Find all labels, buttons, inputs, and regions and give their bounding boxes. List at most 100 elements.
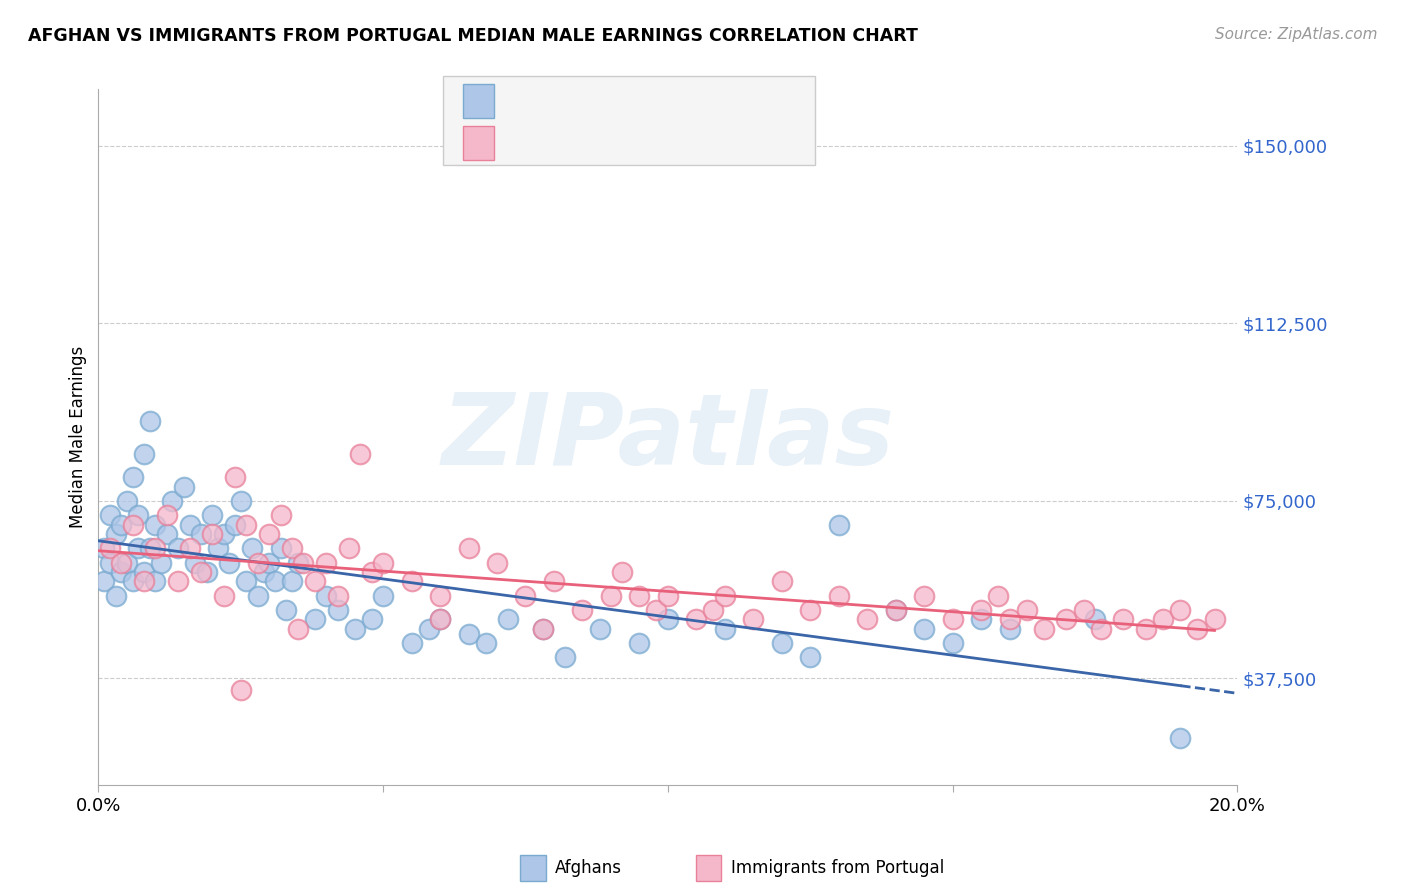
Point bbox=[270, 508, 292, 523]
Text: Source: ZipAtlas.com: Source: ZipAtlas.com bbox=[1215, 27, 1378, 42]
Point bbox=[132, 574, 155, 589]
Point bbox=[486, 556, 509, 570]
Point bbox=[1112, 612, 1135, 626]
Point bbox=[429, 612, 451, 626]
Text: Afghans: Afghans bbox=[555, 859, 623, 877]
Point bbox=[127, 508, 149, 523]
Point bbox=[132, 447, 155, 461]
Point bbox=[799, 650, 821, 665]
Point bbox=[104, 589, 127, 603]
Point bbox=[304, 612, 326, 626]
Point bbox=[987, 589, 1010, 603]
Point bbox=[360, 565, 382, 579]
Point bbox=[657, 589, 679, 603]
Point bbox=[287, 556, 309, 570]
Text: ZIPatlas: ZIPatlas bbox=[441, 389, 894, 485]
Point bbox=[429, 612, 451, 626]
Point bbox=[218, 556, 240, 570]
Point bbox=[104, 527, 127, 541]
Point bbox=[121, 574, 143, 589]
Point bbox=[246, 556, 269, 570]
Point bbox=[121, 470, 143, 484]
Y-axis label: Median Male Earnings: Median Male Earnings bbox=[69, 346, 87, 528]
Point bbox=[145, 541, 167, 556]
Point bbox=[645, 603, 668, 617]
Point bbox=[145, 574, 167, 589]
Text: N =: N = bbox=[613, 134, 665, 152]
Point bbox=[714, 589, 737, 603]
Point bbox=[1073, 603, 1095, 617]
Point bbox=[179, 517, 201, 532]
Point bbox=[799, 603, 821, 617]
Point bbox=[828, 517, 851, 532]
Point bbox=[212, 589, 235, 603]
Point bbox=[588, 622, 610, 636]
Point bbox=[531, 622, 554, 636]
Point bbox=[628, 589, 651, 603]
Point bbox=[828, 589, 851, 603]
Point bbox=[145, 517, 167, 532]
Point bbox=[212, 527, 235, 541]
Point bbox=[418, 622, 440, 636]
Point bbox=[167, 541, 190, 556]
Point bbox=[600, 589, 623, 603]
Point bbox=[190, 565, 212, 579]
Point bbox=[349, 447, 371, 461]
Point bbox=[515, 589, 537, 603]
Point bbox=[259, 556, 281, 570]
Point bbox=[1032, 622, 1054, 636]
Point bbox=[98, 556, 121, 570]
Point bbox=[115, 494, 138, 508]
Point bbox=[173, 480, 195, 494]
Point bbox=[110, 565, 132, 579]
Point bbox=[167, 574, 190, 589]
Point bbox=[264, 574, 287, 589]
Point bbox=[138, 541, 160, 556]
Point bbox=[121, 517, 143, 532]
Point bbox=[190, 527, 212, 541]
Point bbox=[276, 603, 298, 617]
Text: -0.231: -0.231 bbox=[550, 92, 614, 110]
Point bbox=[93, 574, 115, 589]
Point bbox=[685, 612, 707, 626]
Text: R =: R = bbox=[508, 92, 547, 110]
Point bbox=[115, 556, 138, 570]
Point bbox=[1204, 612, 1226, 626]
Point bbox=[195, 565, 218, 579]
Point bbox=[912, 622, 935, 636]
Point bbox=[343, 622, 366, 636]
Point bbox=[98, 508, 121, 523]
Point bbox=[110, 517, 132, 532]
Point bbox=[884, 603, 907, 617]
Point bbox=[360, 612, 382, 626]
Point bbox=[571, 603, 593, 617]
Point bbox=[457, 541, 479, 556]
Point bbox=[373, 556, 395, 570]
Point bbox=[229, 494, 252, 508]
Point bbox=[912, 589, 935, 603]
Point bbox=[1056, 612, 1078, 626]
Point bbox=[184, 556, 207, 570]
Point bbox=[401, 574, 423, 589]
Point bbox=[970, 603, 993, 617]
Point bbox=[770, 636, 793, 650]
Point bbox=[337, 541, 360, 556]
Point bbox=[702, 603, 724, 617]
Point bbox=[657, 612, 679, 626]
Point bbox=[110, 556, 132, 570]
Point bbox=[1187, 622, 1209, 636]
Point bbox=[531, 622, 554, 636]
Point bbox=[612, 565, 634, 579]
Point bbox=[998, 622, 1021, 636]
Point bbox=[201, 527, 224, 541]
Point bbox=[252, 565, 274, 579]
Point bbox=[1135, 622, 1157, 636]
Text: -0.290: -0.290 bbox=[550, 134, 614, 152]
Point bbox=[315, 556, 337, 570]
Point bbox=[1090, 622, 1112, 636]
Point bbox=[156, 508, 179, 523]
Point bbox=[138, 413, 160, 427]
Point bbox=[1152, 612, 1174, 626]
Point bbox=[235, 574, 257, 589]
Point bbox=[224, 517, 246, 532]
